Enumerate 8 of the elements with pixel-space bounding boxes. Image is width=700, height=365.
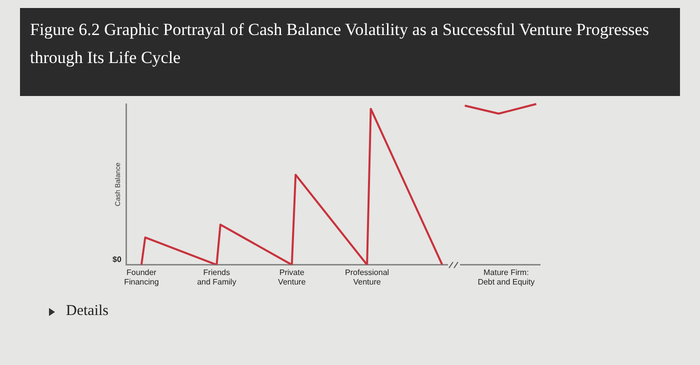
x-tick-label: Friends and Family [197, 268, 236, 286]
x-tick-label: Private Venture [278, 268, 306, 286]
x-tick-label: Mature Firm: Debt and Equity [478, 268, 535, 286]
text: Details [66, 303, 108, 320]
x-tick-label: Professional Venture [345, 268, 390, 286]
text: $0 [112, 255, 122, 264]
x-tick-label: Founder Financing [124, 268, 159, 286]
chart-title: Figure 6.2 Graphic Portrayal of Cash Balance Volatility as a Successful Venture Progresses through Its Life Cycle [20, 8, 680, 96]
